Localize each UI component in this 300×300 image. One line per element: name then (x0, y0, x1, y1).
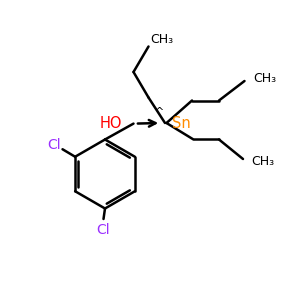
Text: HO: HO (100, 116, 122, 131)
Text: CH₃: CH₃ (251, 155, 274, 169)
Text: Cl: Cl (97, 223, 110, 236)
Text: Cl: Cl (47, 138, 61, 152)
Text: CH₃: CH₃ (150, 33, 173, 46)
Text: ^: ^ (155, 107, 164, 117)
Text: CH₃: CH₃ (253, 71, 276, 85)
Text: Sn: Sn (172, 116, 191, 130)
